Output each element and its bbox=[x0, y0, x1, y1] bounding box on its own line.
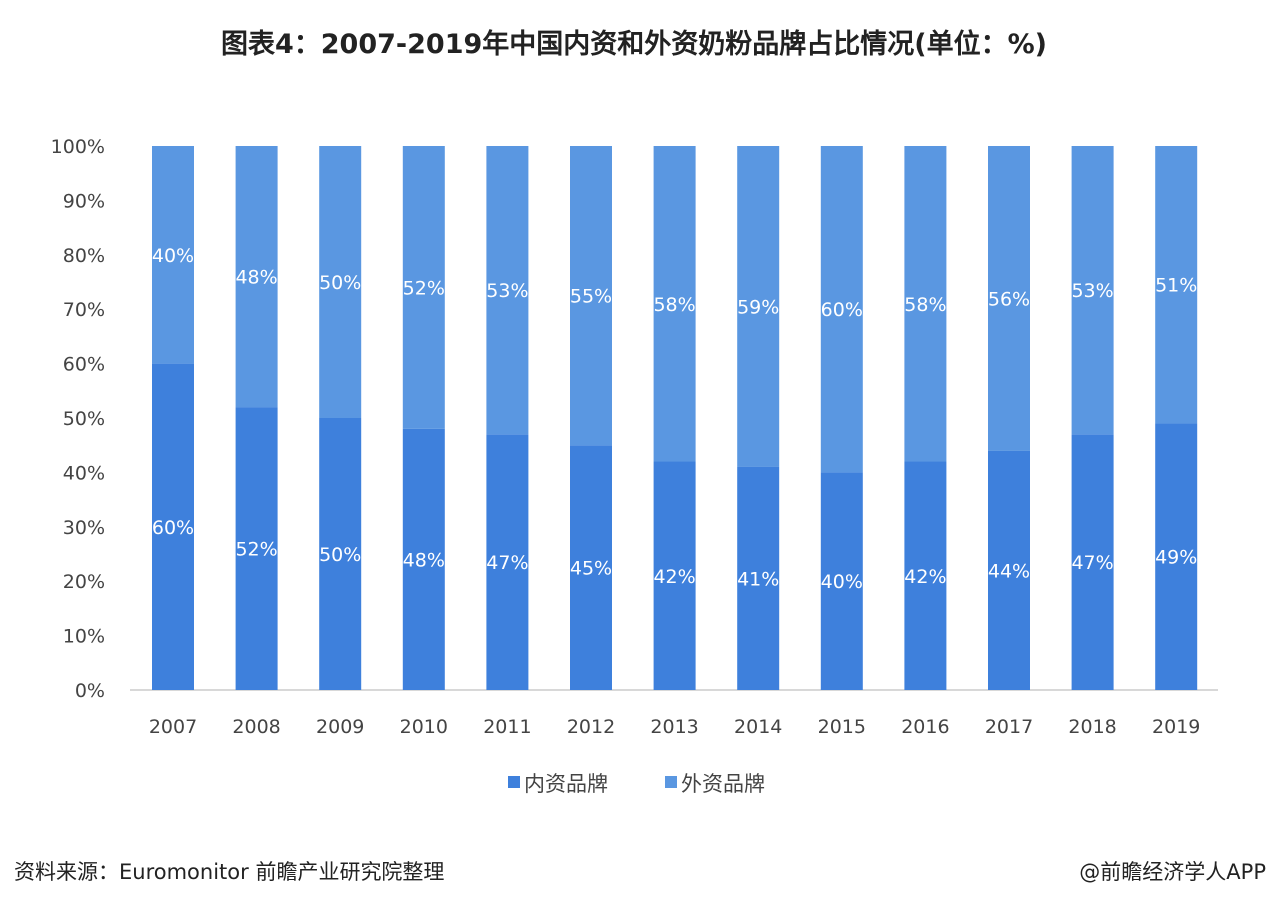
x-tick-label: 2008 bbox=[232, 716, 280, 738]
data-label: 50% bbox=[319, 272, 361, 294]
bar-foreign bbox=[152, 146, 194, 364]
bar-foreign bbox=[820, 146, 863, 473]
bar-foreign bbox=[988, 146, 1030, 451]
y-tick-label: 70% bbox=[63, 299, 105, 321]
y-tick-label: 40% bbox=[63, 462, 105, 484]
data-label: 58% bbox=[653, 294, 695, 316]
data-label: 55% bbox=[570, 286, 612, 308]
data-label: 53% bbox=[486, 280, 528, 302]
x-tick-label: 2014 bbox=[734, 716, 782, 738]
credit: @前瞻经济学人APP bbox=[1079, 860, 1266, 884]
data-label: 45% bbox=[570, 558, 612, 580]
y-tick-label: 20% bbox=[63, 571, 105, 593]
data-label: 53% bbox=[1071, 280, 1113, 302]
bar-domestic bbox=[319, 418, 362, 690]
bar-domestic bbox=[1071, 434, 1114, 690]
bar-domestic bbox=[152, 363, 194, 690]
y-tick-label: 0% bbox=[75, 680, 105, 702]
x-tick-label: 2013 bbox=[650, 716, 698, 738]
x-tick-label: 2016 bbox=[901, 716, 949, 738]
y-tick-label: 60% bbox=[63, 354, 105, 376]
bar-foreign bbox=[235, 146, 278, 408]
x-tick-label: 2010 bbox=[400, 716, 448, 738]
data-label: 59% bbox=[737, 296, 779, 318]
data-label: 49% bbox=[1155, 547, 1197, 569]
y-tick-label: 100% bbox=[51, 136, 105, 158]
bar-domestic bbox=[570, 445, 612, 690]
data-label: 58% bbox=[904, 294, 946, 316]
legend-swatch bbox=[508, 776, 520, 788]
data-label: 48% bbox=[403, 549, 445, 571]
data-label: 51% bbox=[1155, 275, 1197, 297]
data-label: 40% bbox=[152, 245, 194, 267]
y-tick-label: 80% bbox=[63, 245, 105, 267]
data-label: 56% bbox=[988, 288, 1030, 310]
bar-domestic bbox=[1155, 423, 1198, 690]
data-label: 40% bbox=[821, 571, 863, 593]
bar-foreign bbox=[1155, 146, 1198, 424]
legend-label: 外资品牌 bbox=[681, 772, 765, 796]
legend-label: 内资品牌 bbox=[524, 772, 608, 796]
chart-title: 图表4：2007-2019年中国内资和外资奶粉品牌占比情况(单位：%) bbox=[220, 29, 1048, 60]
bar-foreign bbox=[1071, 146, 1114, 435]
x-tick-label: 2015 bbox=[818, 716, 866, 738]
y-tick-label: 50% bbox=[63, 408, 105, 430]
legend-swatch bbox=[665, 776, 677, 788]
bar-domestic bbox=[235, 407, 278, 690]
bar-domestic bbox=[737, 466, 780, 690]
bar-domestic bbox=[820, 472, 863, 690]
data-label: 47% bbox=[486, 552, 528, 574]
bar-foreign bbox=[904, 146, 947, 462]
bar-domestic bbox=[653, 461, 696, 690]
bar-domestic bbox=[486, 434, 529, 690]
x-tick-label: 2017 bbox=[985, 716, 1033, 738]
data-label: 52% bbox=[403, 277, 445, 299]
bar-foreign bbox=[737, 146, 780, 467]
x-tick-label: 2012 bbox=[567, 716, 615, 738]
data-label: 50% bbox=[319, 544, 361, 566]
data-label: 44% bbox=[988, 560, 1030, 582]
bar-domestic bbox=[904, 461, 947, 690]
bar-foreign bbox=[319, 146, 362, 418]
bar-foreign bbox=[570, 146, 612, 446]
bar-foreign bbox=[486, 146, 529, 435]
data-label: 52% bbox=[235, 539, 277, 561]
bar-foreign bbox=[402, 146, 445, 429]
x-tick-label: 2007 bbox=[149, 716, 197, 738]
y-tick-label: 30% bbox=[63, 517, 105, 539]
y-tick-label: 90% bbox=[63, 190, 105, 212]
data-label: 60% bbox=[152, 517, 194, 539]
bar-foreign bbox=[653, 146, 696, 462]
data-label: 41% bbox=[737, 568, 779, 590]
x-tick-label: 2009 bbox=[316, 716, 364, 738]
source-note: 资料来源：Euromonitor 前瞻产业研究院整理 bbox=[14, 860, 445, 884]
data-label: 47% bbox=[1071, 552, 1113, 574]
data-label: 48% bbox=[235, 267, 277, 289]
data-label: 42% bbox=[904, 566, 946, 588]
x-tick-label: 2019 bbox=[1152, 716, 1200, 738]
bar-domestic bbox=[402, 428, 445, 690]
y-tick-label: 10% bbox=[63, 626, 105, 648]
data-label: 60% bbox=[821, 299, 863, 321]
data-label: 42% bbox=[653, 566, 695, 588]
bar-domestic bbox=[988, 450, 1030, 690]
x-tick-label: 2018 bbox=[1068, 716, 1116, 738]
x-tick-label: 2011 bbox=[483, 716, 531, 738]
